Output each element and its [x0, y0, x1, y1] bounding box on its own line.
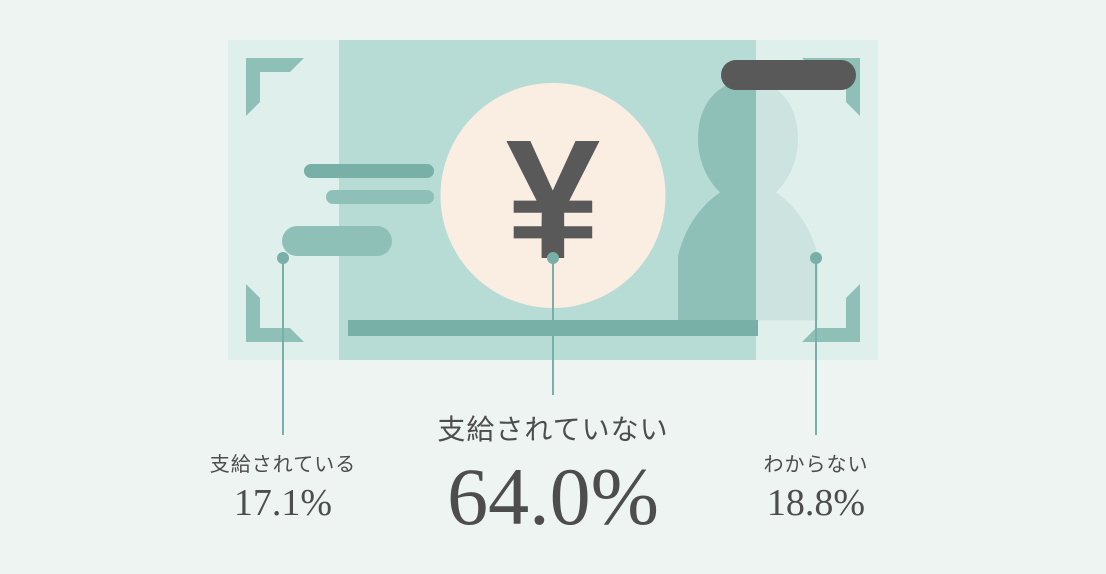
segment-value: 17.1% — [210, 481, 356, 525]
cartouche — [721, 60, 856, 90]
corner-mark — [802, 284, 860, 342]
segment-value: 64.0% — [437, 450, 668, 544]
decor-pill — [282, 226, 392, 256]
infographic-canvas: ¥ 支給されている 17.1% 支給されていない 64.0% わからない 18.… — [0, 0, 1106, 574]
segment-label-center: 支給されていない 64.0% — [437, 408, 668, 544]
segment-label-right: わからない 18.8% — [764, 448, 869, 525]
segment-value: 18.8% — [764, 481, 869, 525]
decor-pill — [326, 190, 434, 204]
segment-label-left: 支給されている 17.1% — [210, 448, 356, 525]
leader-line — [552, 258, 554, 395]
leader-line — [815, 258, 817, 435]
segment-title: わからない — [764, 448, 869, 477]
corner-mark — [246, 284, 304, 342]
decor-pill — [304, 164, 434, 178]
leader-line — [282, 258, 284, 435]
corner-mark — [246, 58, 304, 116]
segment-title: 支給されていない — [437, 408, 668, 448]
segment-title: 支給されている — [210, 448, 356, 477]
